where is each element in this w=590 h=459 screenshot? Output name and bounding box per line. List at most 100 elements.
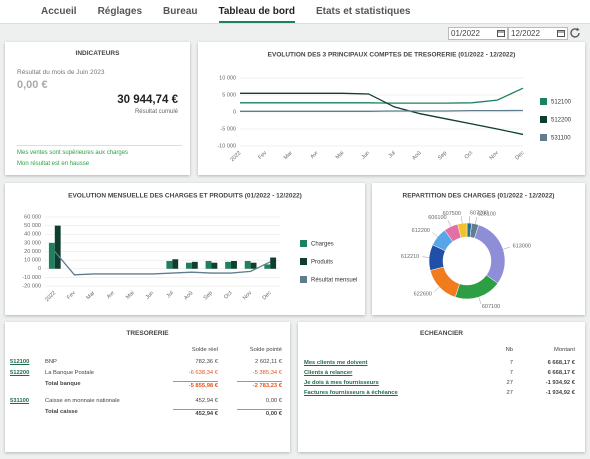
nav-tab[interactable]: Accueil: [41, 6, 77, 17]
message: Mon résultat est en hausse: [17, 161, 90, 167]
bar: [54, 225, 61, 269]
x-tick-label: Oct: [223, 290, 234, 301]
schedule-link[interactable]: Mes clients me doivent: [304, 360, 368, 366]
amount: 6 668,17 €: [547, 370, 575, 376]
leader-line: [422, 256, 430, 258]
x-tick-label: Aoû: [411, 150, 422, 161]
chart-panel: EVOLUTION MENSUELLE DES CHARGES ET PRODU…: [5, 183, 365, 315]
amount: -1 934,92 €: [545, 380, 575, 386]
slice-label: 613000: [513, 244, 531, 250]
x-tick-label: Nov: [489, 150, 500, 161]
bar: [191, 261, 198, 269]
column-header: Montant: [554, 347, 575, 353]
nav-bar: Accueil Réglages Bureau Tableau de bord Etat…: [0, 0, 590, 24]
real-balance: -5 855,98 €: [173, 381, 218, 389]
x-tick-label: Mar: [283, 150, 294, 161]
nav-tab[interactable]: Bureau: [163, 6, 198, 17]
calendar-icon: [557, 30, 565, 37]
y-tick-label: -5 000: [220, 126, 236, 132]
reconciled-balance: -2 783,23 €: [237, 381, 282, 389]
account-link[interactable]: 512200: [10, 370, 30, 376]
schedule-link[interactable]: Je dois à mes fournisseurs: [304, 380, 379, 386]
treasury-panel: TRESORERIE Solde réel Solde pointé 512100 B…: [5, 322, 290, 452]
start-date[interactable]: 01/2022: [448, 27, 508, 40]
legend-label: 512200: [551, 118, 572, 124]
leader-line: [478, 297, 482, 304]
chart-panel: EVOLUTION DES 3 PRINCIPAUX COMPTES DE TR…: [198, 42, 585, 175]
nav-tab[interactable]: Réglages: [97, 6, 143, 17]
end-date-text: 12/2022: [511, 29, 540, 38]
x-tick-label: Mai: [125, 290, 136, 301]
bar: [48, 242, 55, 269]
end-date[interactable]: 12/2022: [508, 27, 568, 40]
real-balance: 452,94 €: [195, 398, 218, 404]
leader-line: [461, 216, 463, 224]
nav-tab[interactable]: Tableau de bord: [218, 0, 295, 23]
x-tick-label: Mai: [335, 150, 346, 161]
bar: [211, 262, 218, 269]
bar: [250, 262, 257, 269]
leader-line: [503, 246, 510, 250]
refresh-button[interactable]: [569, 27, 581, 39]
schedule-panel: ECHEANCIER Nb Montant Mes clients me doive…: [298, 322, 585, 452]
y-tick-label: 10 000: [219, 75, 236, 81]
reconciled-balance: -5 385,34 €: [252, 370, 282, 376]
leader-line: [447, 220, 452, 227]
panel-title: TRESORERIE: [126, 330, 169, 337]
bar: [205, 260, 212, 269]
line-series: [240, 109, 524, 112]
message: Mes ventes sont supérieures aux charges: [17, 150, 129, 156]
schedule-link[interactable]: Clients à relancer: [304, 370, 353, 376]
x-tick-label: Jul: [388, 150, 397, 159]
slice-label: 607500: [443, 211, 461, 217]
x-tick-label: Jul: [166, 290, 175, 299]
legend-swatch: [300, 258, 307, 265]
pie-slice: [454, 274, 499, 300]
account-link[interactable]: 531100: [10, 398, 30, 404]
x-tick-label: Jun: [361, 150, 372, 161]
count: 7: [509, 370, 513, 376]
y-tick-label: 40 000: [24, 232, 41, 238]
bar: [244, 260, 251, 269]
reconciled-balance: 0,00 €: [237, 409, 282, 417]
x-tick-label: Aoû: [183, 290, 194, 301]
y-tick-label: 0: [233, 109, 236, 115]
x-tick-label: Jun: [145, 290, 156, 301]
indicators-panel: INDICATEURS Résultat du mois de Juin 202…: [5, 42, 190, 175]
x-tick-label: Nov: [242, 290, 253, 301]
reconciled-balance: 2 602,11 €: [255, 359, 282, 365]
real-balance: 782,36 €: [195, 359, 218, 365]
x-tick-label: Avr: [310, 150, 320, 160]
pie-slice: [457, 222, 468, 239]
x-tick-label: Avr: [106, 290, 116, 300]
y-tick-label: 5 000: [222, 92, 236, 98]
bar: [225, 261, 232, 269]
slice-label: 612200: [412, 228, 430, 234]
chart: REPARTITION DES CHARGES (01/2022 - 12/20…: [401, 193, 555, 310]
x-tick-label: Fev: [257, 150, 268, 161]
slice-label: 622600: [414, 291, 432, 297]
x-tick-label: Mar: [85, 290, 96, 301]
x-tick-label: Oct: [464, 150, 475, 161]
y-tick-label: 0: [38, 266, 41, 272]
legend-label: Résultat mensuel: [311, 278, 357, 284]
x-tick-label: Fev: [66, 290, 77, 301]
slice-label: 612210: [401, 254, 419, 260]
chart: EVOLUTION MENSUELLE DES CHARGES ET PRODU…: [22, 193, 357, 303]
row-label: La Banque Postale: [45, 370, 94, 376]
calendar-icon: [497, 30, 505, 37]
y-tick-label: -10 000: [217, 143, 236, 149]
pie-slice: [429, 266, 460, 298]
chart-title: REPARTITION DES CHARGES (01/2022 - 12/20…: [403, 193, 555, 200]
line-series: [240, 92, 524, 136]
y-tick-label: 50 000: [24, 223, 41, 229]
real-balance: -6 638,34 €: [188, 370, 218, 376]
legend-label: 531100: [551, 136, 571, 142]
leader-line: [475, 217, 478, 224]
account-link[interactable]: 512100: [10, 359, 30, 365]
nav-tab[interactable]: Etats et statistiques: [316, 6, 411, 17]
panel-title: ECHEANCIER: [420, 330, 463, 337]
schedule-link[interactable]: Factures fournisseurs à échéance: [304, 390, 398, 396]
y-tick-label: -20 000: [22, 283, 41, 289]
legend-label: Produits: [311, 260, 333, 266]
